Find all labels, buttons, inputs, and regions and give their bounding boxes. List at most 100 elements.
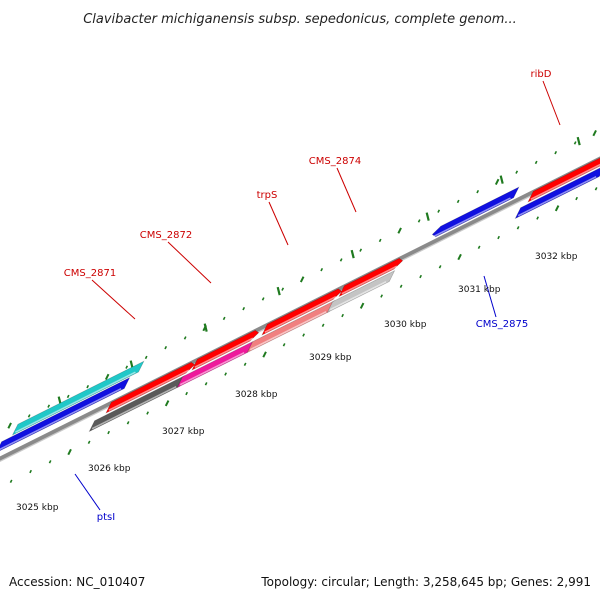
- forward-scale-tick: [262, 351, 267, 358]
- reverse-scale-tick: [222, 316, 226, 321]
- cds-feature-highlight: [530, 163, 600, 200]
- accession-text: Accession: NC_010407: [9, 575, 145, 589]
- forward-scale-tick: [164, 400, 170, 407]
- forward-scale-tick: [9, 479, 13, 483]
- gene-ptsi-feature-highlight: [15, 371, 136, 433]
- forward-scale-tick: [48, 460, 52, 464]
- scale-tick-label: 3028 kbp: [235, 390, 278, 400]
- gene-cms_2875-feature: [431, 186, 520, 238]
- forward-scale-tick: [438, 265, 442, 269]
- reverse-scale-tick: [417, 219, 421, 223]
- reverse-scale-tick: [437, 209, 441, 213]
- scale-tick-label: 3027 kbp: [162, 427, 205, 437]
- gene-label-leader: [483, 275, 497, 318]
- gene-label-leader: [542, 80, 561, 126]
- reverse-scale-tick: [242, 306, 246, 311]
- gene-cms_2875-feature-highlight: [432, 197, 511, 238]
- reverse-scale-tick: [515, 170, 519, 174]
- gene-cms_2871-feature-highlight: [91, 385, 177, 430]
- reverse-scale-tick: [7, 422, 12, 429]
- forward-scale-tick: [185, 391, 188, 396]
- forward-scale-tick: [302, 333, 305, 337]
- reverse-scale-tick: [86, 384, 90, 389]
- reverse-scale-tick: [144, 355, 148, 360]
- forward-scale-tick: [536, 216, 539, 220]
- cds-feature-highlight: [108, 369, 190, 411]
- forward-scale-tick: [204, 382, 208, 386]
- cds-feature-highlight: [264, 296, 337, 333]
- forward-scale-tick: [126, 421, 130, 425]
- reverse-scale-tick: [183, 336, 187, 340]
- cds-feature-highlight: [341, 265, 398, 295]
- reverse-scale-tick: [378, 238, 382, 243]
- reverse-scale-tick: [299, 276, 305, 283]
- reverse-scale-tick: [554, 150, 558, 155]
- major-scale-tick: [203, 323, 208, 332]
- forward-scale-tick: [554, 205, 560, 212]
- major-scale-tick: [425, 212, 430, 221]
- forward-scale-tick: [282, 343, 286, 347]
- reverse-scale-tick: [534, 160, 538, 165]
- gene-label-cms_2874: CMS_2874: [309, 156, 361, 167]
- major-scale-tick: [276, 286, 281, 296]
- scale-tick-label: 3026 kbp: [88, 464, 131, 474]
- topology-text: Topology: circular; Length: 3,258,645 bp…: [260, 575, 591, 589]
- gene-label-leader: [91, 279, 136, 320]
- gene-trps-feature-highlight: [249, 310, 327, 351]
- forward-scale-tick: [477, 245, 481, 249]
- gene-ribd-feature-highlight: [517, 175, 597, 217]
- forward-scale-tick: [457, 253, 462, 261]
- gene-label-leader: [336, 167, 357, 213]
- cds-feature-highlight: [194, 337, 254, 368]
- gene-label-trps: trpS: [257, 190, 278, 201]
- gene-labels: CMS_2871 CMS_2872 trpS CMS_2874 ribD CMS_2875…: [64, 69, 561, 523]
- major-scale-tick: [350, 249, 355, 259]
- gene-cms_2874-feature-highlight: [329, 280, 387, 311]
- forward-scale-tick: [29, 469, 32, 474]
- reverse-scale-tick: [164, 345, 168, 350]
- gene-label-leader: [167, 241, 212, 284]
- forward-scale-tick: [594, 187, 598, 191]
- reverse-scale-tick: [573, 141, 577, 145]
- scale-tick-label: 3025 kbp: [16, 503, 59, 513]
- gene-label-ribd: ribD: [531, 69, 552, 80]
- gene-unnamed-feature-highlight: [0, 387, 122, 451]
- forward-scale-tick: [516, 226, 520, 230]
- scale-ticks: [7, 130, 598, 483]
- reverse-scale-tick: [125, 365, 129, 369]
- reverse-scale-tick: [476, 189, 480, 194]
- reverse-scale-tick: [494, 178, 500, 186]
- gene-label-cms_2872: CMS_2872: [140, 230, 192, 241]
- forward-scale-tick: [380, 294, 383, 298]
- forward-scale-tick: [87, 440, 91, 444]
- reverse-scale-tick: [261, 297, 265, 301]
- reverse-scale-tick: [359, 248, 363, 252]
- reverse-scale-tick: [397, 227, 402, 234]
- forward-scale-tick: [419, 274, 422, 279]
- major-scale-tick: [499, 175, 504, 184]
- forward-scale-tick: [359, 302, 365, 309]
- major-scale-tick: [576, 136, 581, 146]
- reverse-scale-tick: [27, 414, 31, 418]
- gene-label-ptsi: ptsI: [97, 512, 115, 523]
- forward-scale-tick: [243, 362, 247, 366]
- scale-labels: 3025 kbp 3026 kbp 3027 kbp 3028 kbp 3029 kbp…: [16, 252, 578, 513]
- forward-scale-tick: [67, 448, 72, 456]
- scale-tick-label: 3031 kbp: [458, 285, 501, 295]
- forward-scale-tick: [321, 323, 325, 327]
- gene-label-leader: [74, 473, 101, 511]
- gene-label-cms_2871: CMS_2871: [64, 268, 116, 279]
- gene-label-leader: [268, 201, 289, 246]
- reverse-scale-tick: [456, 199, 460, 204]
- scale-tick-label: 3032 kbp: [535, 252, 578, 262]
- reverse-scale-tick: [47, 404, 51, 408]
- forward-scale-tick: [224, 372, 227, 376]
- reverse-scale-tick: [339, 258, 343, 262]
- forward-scale-tick: [575, 196, 578, 201]
- reverse-scale-tick: [66, 394, 70, 399]
- reverse-scale-tick: [592, 130, 597, 137]
- forward-scale-tick: [146, 411, 149, 415]
- reverse-scale-tick: [320, 267, 324, 272]
- forward-scale-tick: [399, 284, 403, 288]
